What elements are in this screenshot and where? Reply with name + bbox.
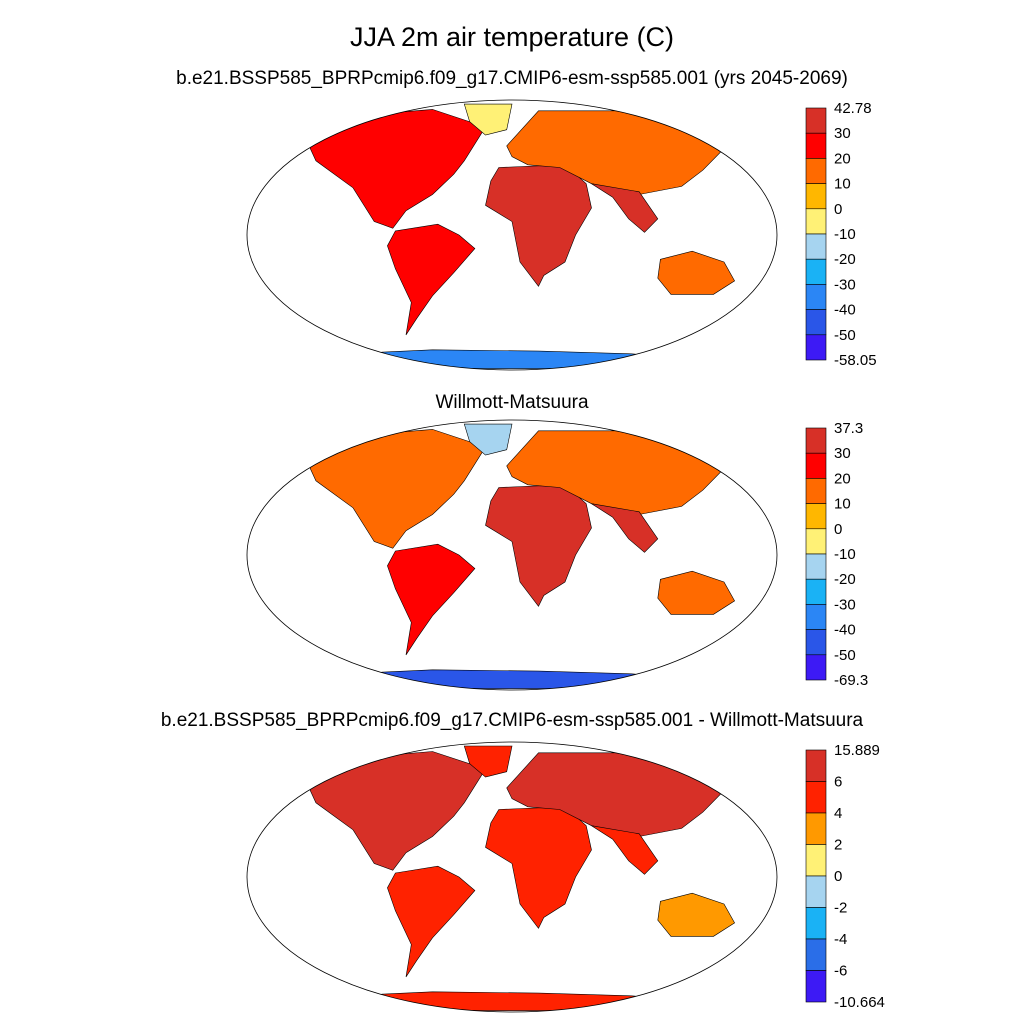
- colorbar-label: 4: [834, 805, 842, 822]
- colorbar-label: -69.3: [834, 672, 868, 689]
- colorbar-label: -20: [834, 571, 856, 588]
- colorbar-3: 15.889 6 4 2 0 -2 -4 -6 -10.664: [805, 742, 885, 1011]
- colorbar-swatch: [805, 907, 827, 940]
- region-samerica: [387, 865, 476, 978]
- region-greenland: [463, 745, 513, 778]
- map-panel-1: [246, 99, 778, 371]
- colorbar-swatch: [805, 158, 827, 184]
- colorbar-swatch: [805, 654, 827, 681]
- colorbar-label: 15.889: [834, 742, 880, 759]
- colorbar-swatch: [805, 844, 827, 877]
- region-samerica: [387, 223, 476, 336]
- colorbar-label: -50: [834, 647, 856, 664]
- colorbar-label: -2: [834, 900, 847, 917]
- colorbar-label: 20: [834, 470, 851, 487]
- colorbar-swatch: [805, 452, 827, 479]
- colorbar-label: 6: [834, 774, 842, 791]
- colorbar-label: -58.05: [834, 352, 877, 369]
- colorbar-1: 42.78 30 20 10 0 -10 -20 -30 -40 -50 -58.05: [805, 100, 877, 369]
- colorbar-swatch: [805, 528, 827, 555]
- colorbar-swatch: [805, 875, 827, 908]
- region-southasia: [591, 503, 659, 553]
- region-africa: [485, 164, 592, 287]
- colorbar-swatch: [805, 208, 827, 235]
- colorbar-label: -20: [834, 251, 856, 268]
- colorbar-swatch: [805, 284, 827, 310]
- region-australia: [657, 892, 736, 937]
- colorbar-label: 2: [834, 837, 842, 854]
- colorbar-label: -6: [834, 963, 847, 980]
- colorbar-swatch: [805, 478, 827, 504]
- colorbar-swatch: [805, 107, 827, 134]
- colorbar-label: -10: [834, 546, 856, 563]
- colorbar-label: 0: [834, 201, 842, 218]
- colorbar-swatch: [805, 258, 827, 285]
- map-border: [246, 419, 778, 691]
- region-australia: [657, 570, 736, 615]
- colorbar-swatch: [805, 812, 827, 845]
- colorbar-2: 37.3 30 20 10 0 -10 -20 -30 -40 -50 -69.3: [805, 420, 868, 689]
- map-panel-3: [246, 741, 778, 1013]
- region-africa: [485, 484, 592, 607]
- page-title: JJA 2m air temperature (C): [349, 22, 675, 52]
- colorbar-swatch: [805, 427, 827, 454]
- colorbar-label: 10: [834, 496, 851, 513]
- colorbar-label: -10: [834, 226, 856, 243]
- colorbar-swatch: [805, 749, 827, 782]
- colorbar-label: -40: [834, 622, 856, 639]
- colorbar-label: -50: [834, 327, 856, 344]
- region-africa: [485, 806, 592, 929]
- map-panel-2: [246, 419, 778, 691]
- colorbar-label: 37.3: [834, 420, 863, 437]
- colorbar-swatch: [805, 970, 827, 1003]
- colorbar-swatch: [805, 629, 827, 656]
- colorbar-label: 30: [834, 125, 851, 142]
- colorbar-swatch: [805, 781, 827, 814]
- panel-1-subtitle: b.e21.BSSP585_BPRPcmip6.f09_g17.CMIP6-es…: [176, 68, 848, 89]
- colorbar-label: -10.664: [834, 994, 885, 1011]
- colorbar-label: -30: [834, 276, 856, 293]
- map-border: [246, 741, 778, 1013]
- region-southasia: [591, 825, 659, 875]
- colorbar-label: -4: [834, 931, 847, 948]
- map-border: [246, 99, 778, 371]
- region-greenland: [463, 103, 513, 136]
- panel-3-subtitle: b.e21.BSSP585_BPRPcmip6.f09_g17.CMIP6-es…: [160, 710, 864, 731]
- colorbar-label: 0: [834, 521, 842, 538]
- region-samerica: [387, 543, 476, 656]
- colorbar-swatch: [805, 233, 827, 260]
- colorbar-swatch: [805, 604, 827, 630]
- colorbar-label: 0: [834, 868, 842, 885]
- colorbar-swatch: [805, 503, 827, 530]
- colorbar-label: 10: [834, 176, 851, 193]
- colorbar-label: 30: [834, 445, 851, 462]
- colorbar-swatch: [805, 938, 827, 971]
- colorbar-swatch: [805, 183, 827, 210]
- region-greenland: [463, 423, 513, 456]
- colorbar-swatch: [805, 309, 827, 336]
- colorbar-label: 42.78: [834, 100, 872, 117]
- panel-2-subtitle: Willmott-Matsuura: [435, 392, 589, 413]
- colorbar-swatch: [805, 578, 827, 605]
- colorbar-swatch: [805, 334, 827, 361]
- colorbar-label: 20: [834, 150, 851, 167]
- colorbar-label: -30: [834, 596, 856, 613]
- region-australia: [657, 250, 736, 295]
- colorbar-swatch: [805, 553, 827, 580]
- colorbar-label: -40: [834, 302, 856, 319]
- region-southasia: [591, 183, 659, 233]
- colorbar-swatch: [805, 132, 827, 159]
